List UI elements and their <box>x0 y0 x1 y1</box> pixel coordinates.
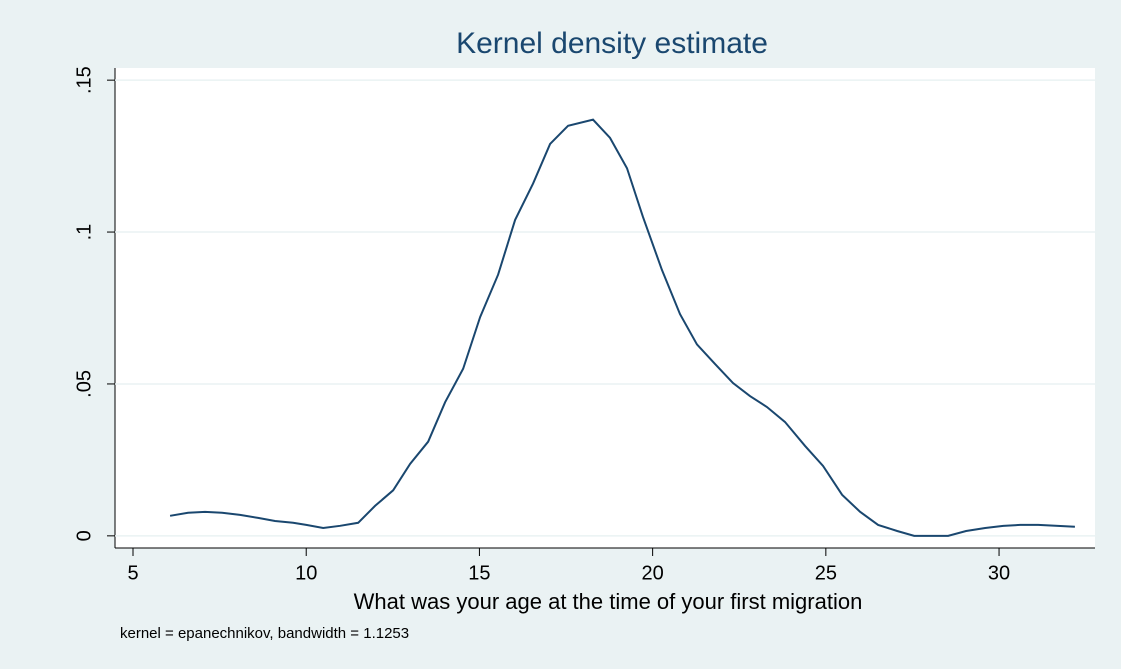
y-tick-label: .05 <box>73 370 95 398</box>
x-tick-label: 10 <box>295 562 317 584</box>
x-tick-label: 20 <box>642 562 664 584</box>
y-tick-label: .15 <box>73 66 95 94</box>
x-axis-label: What was your age at the time of your fi… <box>354 589 863 614</box>
x-tick-label: 5 <box>127 562 138 584</box>
plot-area <box>115 68 1095 548</box>
chart-title: Kernel density estimate <box>456 27 768 60</box>
y-tick-label: 0 <box>73 530 95 541</box>
x-tick-label: 30 <box>988 562 1010 584</box>
note: kernel = epanechnikov, bandwidth = 1.125… <box>120 625 409 642</box>
y-tick-label: .1 <box>73 224 95 241</box>
x-tick-label: 25 <box>815 562 837 584</box>
x-tick-label: 15 <box>468 562 490 584</box>
density-line <box>169 118 1075 537</box>
